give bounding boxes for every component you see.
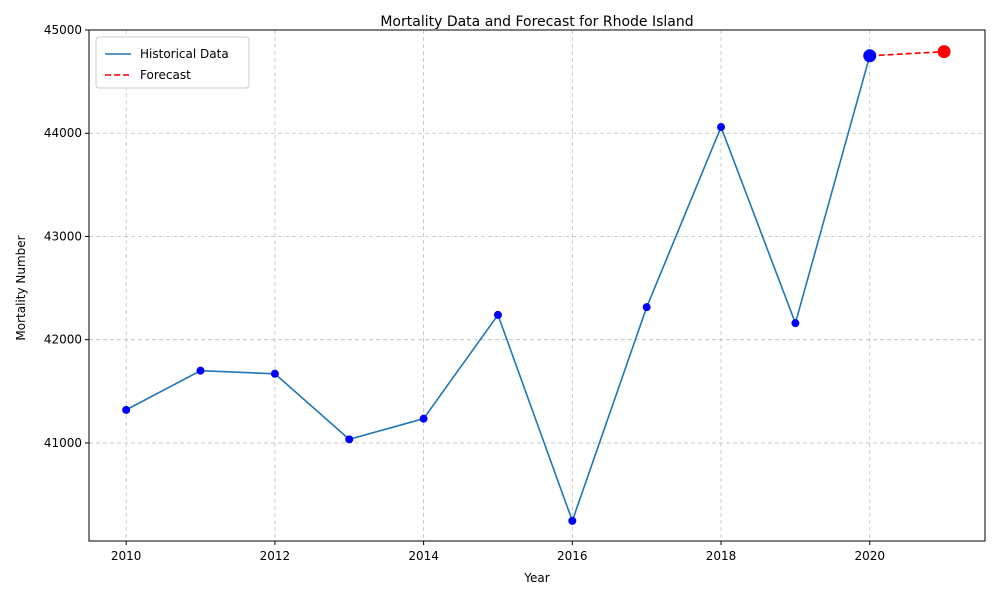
x-tick-label: 2010 <box>111 549 142 563</box>
y-tick-label: 45000 <box>44 23 82 37</box>
x-tick-label: 2012 <box>260 549 291 563</box>
historical-data-point <box>717 123 726 132</box>
legend-label-forecast: Forecast <box>140 68 191 82</box>
x-axis-label: Year <box>523 571 549 585</box>
legend: Historical Data Forecast <box>95 36 250 89</box>
y-tick-label: 42000 <box>44 333 82 347</box>
y-tick-label: 44000 <box>44 126 82 140</box>
chart-title: Mortality Data and Forecast for Rhode Is… <box>380 14 693 30</box>
legend-label-historical: Historical Data <box>140 47 229 61</box>
y-axis: 41000 42000 43000 44000 45000 <box>44 23 89 450</box>
historical-data-point <box>791 319 800 328</box>
y-tick-label: 41000 <box>44 436 82 450</box>
historical-data-point <box>419 414 428 423</box>
historical-data-point <box>642 303 651 312</box>
grid-layer <box>89 29 985 541</box>
x-tick-label: 2016 <box>557 549 588 563</box>
historical-data-point <box>196 366 205 375</box>
historical-data-point <box>493 310 502 319</box>
x-axis: 2010 2012 2014 2016 2018 2020 <box>111 541 885 563</box>
forecast-line <box>869 50 945 57</box>
x-tick-label: 2020 <box>854 549 885 563</box>
y-axis-label: Mortality Number <box>14 235 28 340</box>
historical-data-point <box>270 369 279 378</box>
historical-data-point <box>122 405 131 414</box>
last-historical-point <box>863 49 877 63</box>
y-tick-label: 43000 <box>44 229 82 243</box>
x-tick-label: 2014 <box>408 549 439 563</box>
legend-box <box>95 36 250 89</box>
historical-data-point <box>568 516 577 525</box>
forecast-point <box>937 45 951 59</box>
historical-data-point <box>345 435 354 444</box>
series-layer <box>122 45 951 525</box>
x-tick-label: 2018 <box>706 549 737 563</box>
plot-frame <box>88 29 986 542</box>
